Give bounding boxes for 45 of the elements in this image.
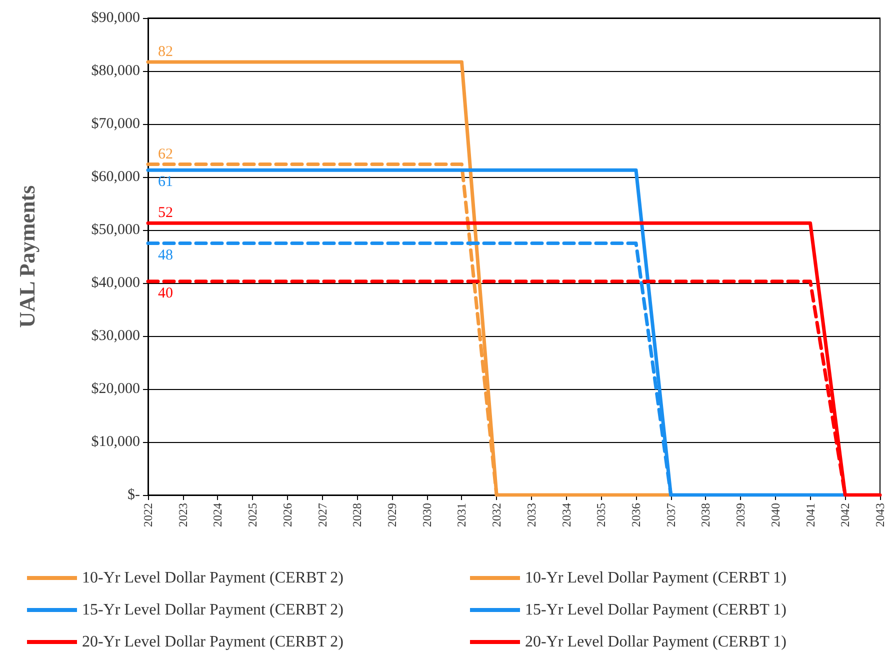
y-tick-label: $60,000 bbox=[91, 169, 140, 185]
annotation: 52 bbox=[158, 205, 173, 222]
legend-label: 10-Yr Level Dollar Payment (CERBT 2) bbox=[82, 570, 344, 586]
y-tick-label: $80,000 bbox=[91, 63, 140, 79]
x-tick-label: 2023 bbox=[176, 503, 190, 527]
x-tick-label: 2037 bbox=[664, 503, 678, 527]
x-tick-label: 2042 bbox=[838, 503, 852, 527]
x-tick-label: 2029 bbox=[385, 503, 399, 527]
legend-label: 20-Yr Level Dollar Payment (CERBT 2) bbox=[82, 634, 344, 650]
legend-label: 15-Yr Level Dollar Payment (CERBT 1) bbox=[525, 602, 786, 618]
x-tick-label: 2032 bbox=[490, 503, 504, 527]
x-tick-label: 2040 bbox=[768, 503, 782, 527]
annotation: 48 bbox=[158, 247, 173, 264]
x-tick-label: 2033 bbox=[524, 503, 538, 527]
annotation: 61 bbox=[158, 174, 173, 190]
y-tick-label: $40,000 bbox=[91, 275, 140, 291]
x-tick-label: 2034 bbox=[559, 503, 574, 527]
x-tick-label: 2038 bbox=[698, 503, 713, 527]
x-tick-label: 2025 bbox=[246, 503, 260, 527]
x-tick-label: 2041 bbox=[803, 503, 818, 527]
x-tick-label: 2035 bbox=[594, 503, 608, 527]
annotation: 62 bbox=[158, 146, 173, 162]
y-tick-label: $20,000 bbox=[91, 381, 140, 397]
legend-label: 20-Yr Level Dollar Payment (CERBT 1) bbox=[525, 634, 786, 650]
y-tick-label: $50,000 bbox=[91, 222, 140, 238]
y-tick-label: $70,000 bbox=[91, 116, 140, 132]
annotation: 82 bbox=[158, 44, 173, 60]
y-tick-label: $90,000 bbox=[91, 10, 140, 26]
x-tick-label: 2031 bbox=[454, 503, 469, 527]
y-tick-label: $10,000 bbox=[91, 434, 140, 450]
y-axis-title: UAL Payments bbox=[14, 184, 40, 328]
y-tick-label: $30,000 bbox=[91, 328, 140, 344]
x-tick-label: 2026 bbox=[280, 503, 294, 527]
x-tick-label: 2027 bbox=[315, 503, 330, 527]
x-tick-label: 2024 bbox=[210, 503, 225, 527]
y-tick-label: $- bbox=[128, 487, 140, 503]
x-tick-label: 2039 bbox=[734, 503, 748, 527]
x-tick-label: 2036 bbox=[629, 503, 643, 527]
x-tick-label: 2030 bbox=[420, 503, 434, 527]
x-tick-label: 2028 bbox=[350, 503, 364, 527]
x-tick-label: 2022 bbox=[141, 503, 155, 527]
annotation: 40 bbox=[158, 285, 173, 302]
legend-label: 10-Yr Level Dollar Payment (CERBT 1) bbox=[525, 570, 786, 586]
x-tick-label: 2043 bbox=[873, 503, 886, 527]
legend-label: 15-Yr Level Dollar Payment (CERBT 2) bbox=[82, 602, 344, 618]
